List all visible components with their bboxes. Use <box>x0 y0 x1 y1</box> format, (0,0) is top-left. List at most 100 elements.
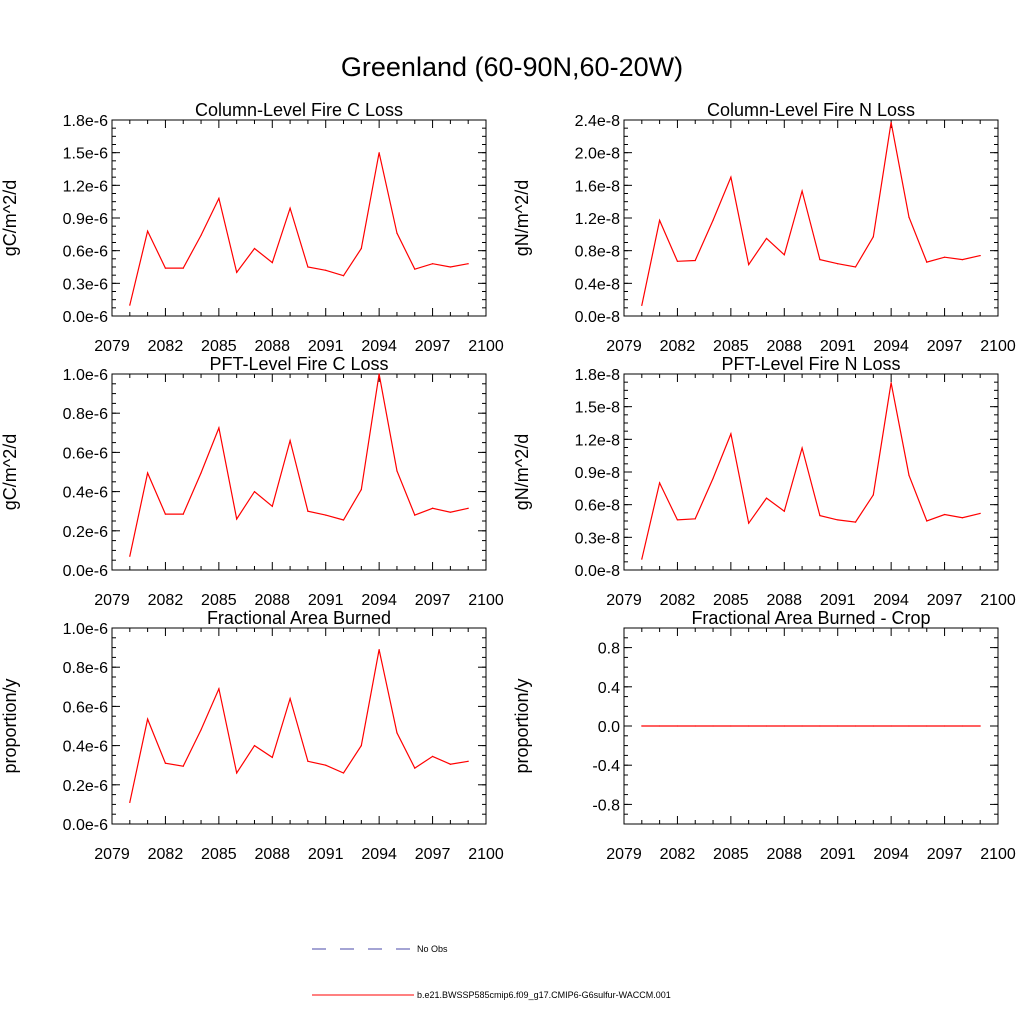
data-point <box>200 472 202 474</box>
data-point <box>854 725 857 727</box>
y-axis-label: gC/m^2/d <box>0 434 20 510</box>
data-point <box>854 521 857 523</box>
y-tick-label: 1.8e-6 <box>63 113 108 130</box>
data-point <box>325 514 327 516</box>
y-tick-label: 0.9e-6 <box>63 211 108 228</box>
data-point <box>641 558 643 560</box>
y-tick-label: 0.4 <box>598 680 620 697</box>
data-point <box>979 512 981 514</box>
data-point <box>378 373 380 375</box>
chart-title: Fractional Area Burned <box>207 608 391 628</box>
x-tick-label: 2088 <box>766 338 802 355</box>
y-tick-label: 0.8 <box>598 641 620 658</box>
data-point <box>378 648 380 651</box>
chart-title: PFT-Level Fire N Loss <box>721 354 900 374</box>
data-point <box>467 760 469 762</box>
data-point <box>659 482 661 484</box>
data-point <box>342 772 345 774</box>
x-tick-label: 2091 <box>820 338 856 355</box>
data-point <box>748 725 750 727</box>
x-tick-label: 2091 <box>308 338 344 355</box>
y-tick-label: 0.0e-8 <box>575 563 620 580</box>
data-point <box>271 756 273 758</box>
y-tick-label: 1.2e-6 <box>63 178 108 195</box>
x-tick-label: 2085 <box>201 846 237 863</box>
series-line <box>129 373 469 557</box>
data-point <box>342 519 345 521</box>
x-tick-label: 2079 <box>94 592 130 609</box>
data-point <box>783 510 785 512</box>
data-point <box>908 725 910 727</box>
x-tick-label: 2097 <box>415 846 451 863</box>
data-point <box>129 555 131 557</box>
data-point <box>164 762 167 764</box>
page-title: Greenland (60-90N,60-20W) <box>340 52 684 82</box>
data-point <box>694 518 696 520</box>
x-tick-label: 2100 <box>468 846 504 863</box>
x-tick-label: 2079 <box>606 846 642 863</box>
x-tick-label: 2088 <box>766 592 802 609</box>
x-tick-label: 2094 <box>873 592 909 609</box>
data-point <box>467 507 469 509</box>
data-point <box>325 764 327 766</box>
data-point <box>360 247 362 250</box>
data-point <box>783 254 785 256</box>
y-tick-label: 2.4e-8 <box>575 113 620 130</box>
y-tick-label: 1.0e-6 <box>63 367 108 384</box>
data-point <box>712 725 714 727</box>
data-point <box>854 266 857 268</box>
data-point <box>819 514 821 517</box>
data-point <box>837 519 839 521</box>
series-line <box>129 649 469 803</box>
data-point <box>926 725 928 727</box>
x-tick-label: 2082 <box>148 338 184 355</box>
data-point <box>378 152 380 154</box>
x-tick-label: 2091 <box>308 846 344 863</box>
data-point <box>979 254 981 257</box>
data-point <box>414 767 416 769</box>
data-point <box>182 267 184 269</box>
data-point <box>748 263 750 266</box>
data-point <box>872 494 874 496</box>
data-point <box>253 745 256 747</box>
x-tick-label: 2091 <box>820 592 856 609</box>
y-tick-label: 0.6e-6 <box>63 244 108 261</box>
y-tick-label: 0.3e-6 <box>63 276 108 293</box>
data-point <box>253 247 256 250</box>
y-tick-label: 0.8e-6 <box>63 406 108 423</box>
x-tick-label: 2097 <box>415 592 451 609</box>
data-point <box>961 517 963 519</box>
data-point <box>765 497 768 499</box>
data-point <box>218 197 220 199</box>
data-point <box>712 477 714 480</box>
data-point <box>431 507 434 509</box>
data-point <box>414 514 416 516</box>
data-point <box>218 688 220 690</box>
x-tick-label: 2094 <box>873 338 909 355</box>
x-tick-label: 2100 <box>980 338 1016 355</box>
data-point <box>979 725 981 727</box>
data-point <box>926 261 928 263</box>
x-tick-label: 2079 <box>606 338 642 355</box>
data-point <box>129 801 131 804</box>
x-tick-label: 2085 <box>713 846 749 863</box>
chart-panel: 2079 2082 2085 2088 2091 2094 2097 2100 0.0e-6 0.… <box>0 100 504 355</box>
x-tick-label: 2094 <box>361 846 397 863</box>
x-tick-label: 2085 <box>201 338 237 355</box>
x-tick-label: 2100 <box>468 338 504 355</box>
y-tick-label: 0.0e-6 <box>63 817 108 834</box>
y-tick-label: 0.2e-6 <box>63 524 108 541</box>
data-point <box>396 232 398 234</box>
data-point <box>819 725 821 727</box>
data-point <box>765 237 768 240</box>
data-point <box>342 275 345 277</box>
x-tick-label: 2082 <box>148 846 184 863</box>
data-point <box>890 121 892 124</box>
data-point <box>182 513 184 515</box>
series-line <box>641 122 981 306</box>
x-tick-label: 2091 <box>308 592 344 609</box>
y-tick-label: 2.0e-8 <box>575 146 620 163</box>
x-tick-label: 2082 <box>660 846 696 863</box>
chart-title: Fractional Area Burned - Crop <box>691 608 930 628</box>
data-point <box>730 725 732 727</box>
